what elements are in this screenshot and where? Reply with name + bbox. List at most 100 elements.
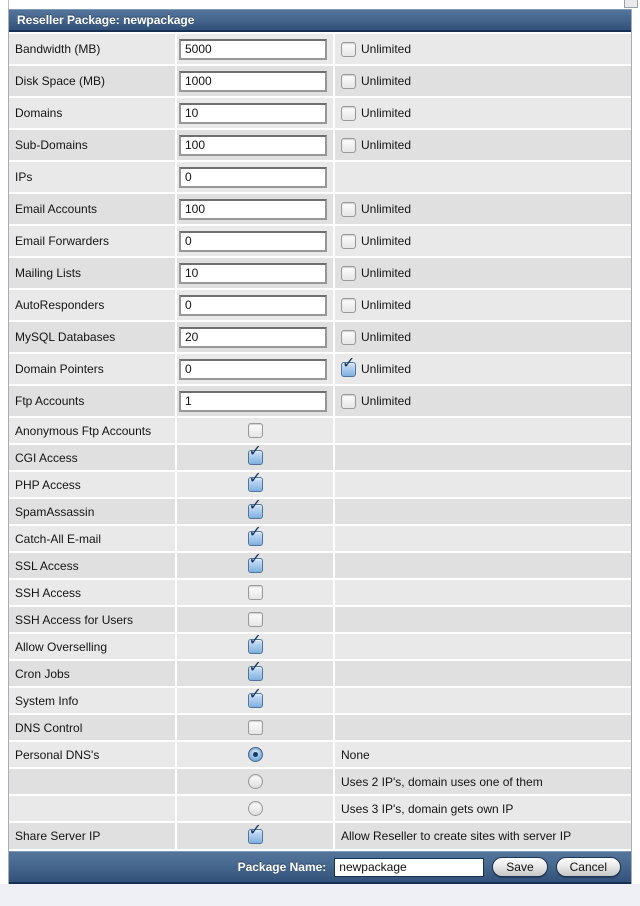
- domain-pointers-label: Domain Pointers: [15, 362, 104, 376]
- table-row: SpamAssassin: [9, 498, 631, 526]
- dns-control-label: DNS Control: [15, 720, 83, 735]
- table-row: SSH Access: [9, 580, 631, 607]
- email-forwarders-input[interactable]: [179, 230, 327, 252]
- save-button[interactable]: Save: [492, 857, 548, 877]
- domain-pointers-input[interactable]: [179, 358, 327, 380]
- unlimited-label: Unlimited: [361, 106, 412, 120]
- table-row: Domains Unlimited: [9, 98, 631, 130]
- ftp-accounts-unlimited-checkbox[interactable]: [341, 393, 356, 409]
- email-accounts-input[interactable]: [179, 198, 327, 220]
- ssl-access-checkbox[interactable]: [247, 552, 263, 573]
- mysql-databases-input[interactable]: [179, 326, 327, 348]
- autoresponders-input[interactable]: [179, 294, 327, 316]
- reseller-package-panel: Reseller Package: newpackage Bandwidth (…: [8, 9, 632, 884]
- unlimited-label: Unlimited: [361, 330, 412, 344]
- table-row: Sub-Domains Unlimited: [9, 130, 631, 162]
- cgi-access-checkbox[interactable]: [247, 444, 263, 465]
- anonymous-ftp-checkbox[interactable]: [247, 423, 263, 438]
- ssh-access-users-checkbox[interactable]: [247, 612, 263, 627]
- dns-control-checkbox[interactable]: [247, 720, 263, 735]
- package-form: Bandwidth (MB) Unlimited Disk Space (MB)…: [9, 32, 631, 851]
- sub-domains-input[interactable]: [179, 134, 327, 156]
- unlimited-label: Unlimited: [361, 42, 412, 56]
- allow-overselling-checkbox[interactable]: [247, 633, 263, 654]
- table-row: Uses 2 IP's, domain uses one of them: [9, 769, 631, 796]
- table-row: Ftp Accounts Unlimited: [9, 386, 631, 418]
- email-forwarders-unlimited-checkbox[interactable]: [341, 233, 356, 249]
- table-row: Catch-All E-mail: [9, 525, 631, 553]
- bandwidth-unlimited-checkbox[interactable]: [341, 41, 356, 57]
- disk-space-unlimited-checkbox[interactable]: [341, 73, 356, 89]
- table-row: MySQL Databases Unlimited: [9, 322, 631, 354]
- bandwidth-input[interactable]: [179, 38, 327, 60]
- mailing-lists-label: Mailing Lists: [15, 266, 82, 280]
- personal-dns-option-3ips-label: Uses 3 IP's, domain gets own IP: [341, 801, 514, 816]
- table-row: IPs: [9, 162, 631, 194]
- ftp-accounts-label: Ftp Accounts: [15, 394, 85, 408]
- table-row: DNS Control: [9, 715, 631, 742]
- unlimited-label: Unlimited: [361, 74, 412, 88]
- panel-footerbar: Package Name: Save Cancel: [9, 851, 631, 884]
- share-server-ip-label: Share Server IP: [15, 829, 101, 843]
- ssh-access-checkbox[interactable]: [247, 585, 263, 600]
- table-row: Share Server IP Allow Reseller to create…: [9, 823, 631, 851]
- table-row: Personal DNS's None: [9, 742, 631, 769]
- table-row: Disk Space (MB) Unlimited: [9, 66, 631, 98]
- unlimited-label: Unlimited: [361, 266, 412, 280]
- table-row: Bandwidth (MB) Unlimited: [9, 34, 631, 66]
- cron-jobs-label: Cron Jobs: [15, 666, 70, 681]
- mailing-lists-unlimited-checkbox[interactable]: [341, 265, 356, 281]
- share-server-ip-checkbox[interactable]: [247, 823, 263, 844]
- scrollbar-corner: [624, 0, 638, 8]
- table-row: PHP Access: [9, 471, 631, 499]
- personal-dns-radio-3ips[interactable]: [247, 801, 263, 816]
- sub-domains-unlimited-checkbox[interactable]: [341, 137, 356, 153]
- system-info-checkbox[interactable]: [247, 687, 263, 708]
- allow-overselling-label: Allow Overselling: [15, 639, 108, 654]
- page-title: Reseller Package: newpackage: [17, 13, 195, 27]
- personal-dns-radio-2ips[interactable]: [247, 774, 263, 789]
- mysql-databases-label: MySQL Databases: [15, 330, 116, 344]
- php-access-checkbox[interactable]: [247, 471, 263, 492]
- table-row: SSL Access: [9, 552, 631, 580]
- page-bottom-strip: [0, 884, 640, 906]
- mailing-lists-input[interactable]: [179, 262, 327, 284]
- unlimited-label: Unlimited: [361, 394, 412, 408]
- cancel-button[interactable]: Cancel: [555, 857, 621, 877]
- unlimited-label: Unlimited: [361, 202, 412, 216]
- page-top-strip: [0, 0, 640, 9]
- unlimited-label: Unlimited: [361, 298, 412, 312]
- table-row: CGI Access: [9, 444, 631, 472]
- domains-input[interactable]: [179, 102, 327, 124]
- domains-label: Domains: [15, 106, 63, 120]
- domain-pointers-unlimited-checkbox[interactable]: [341, 356, 356, 377]
- table-row: Uses 3 IP's, domain gets own IP: [9, 796, 631, 823]
- disk-space-input[interactable]: [179, 70, 327, 92]
- email-accounts-label: Email Accounts: [15, 202, 98, 216]
- package-name-input[interactable]: [334, 857, 485, 877]
- domains-unlimited-checkbox[interactable]: [341, 105, 356, 121]
- php-access-label: PHP Access: [15, 477, 81, 492]
- table-row: Anonymous Ftp Accounts: [9, 418, 631, 445]
- sub-domains-label: Sub-Domains: [15, 138, 88, 152]
- package-name-label: Package Name:: [237, 860, 327, 874]
- ftp-accounts-input[interactable]: [179, 390, 327, 412]
- ips-input[interactable]: [179, 166, 327, 188]
- spamassassin-checkbox[interactable]: [247, 498, 263, 519]
- bandwidth-label: Bandwidth (MB): [15, 42, 101, 56]
- personal-dns-option-2ips-label: Uses 2 IP's, domain uses one of them: [341, 774, 543, 789]
- email-forwarders-label: Email Forwarders: [15, 234, 110, 248]
- share-server-ip-note: Allow Reseller to create sites with serv…: [341, 829, 572, 843]
- catch-all-email-checkbox[interactable]: [247, 525, 263, 546]
- table-row: Domain Pointers Unlimited: [9, 354, 631, 386]
- ssh-access-label: SSH Access: [15, 585, 82, 600]
- table-row: Cron Jobs: [9, 660, 631, 688]
- ips-label: IPs: [15, 170, 33, 184]
- autoresponders-unlimited-checkbox[interactable]: [341, 297, 356, 313]
- cron-jobs-checkbox[interactable]: [247, 660, 263, 681]
- mysql-databases-unlimited-checkbox[interactable]: [341, 329, 356, 345]
- email-accounts-unlimited-checkbox[interactable]: [341, 201, 356, 217]
- table-row: Email Forwarders Unlimited: [9, 226, 631, 258]
- personal-dns-radio-none[interactable]: [247, 747, 263, 762]
- autoresponders-label: AutoResponders: [15, 298, 105, 312]
